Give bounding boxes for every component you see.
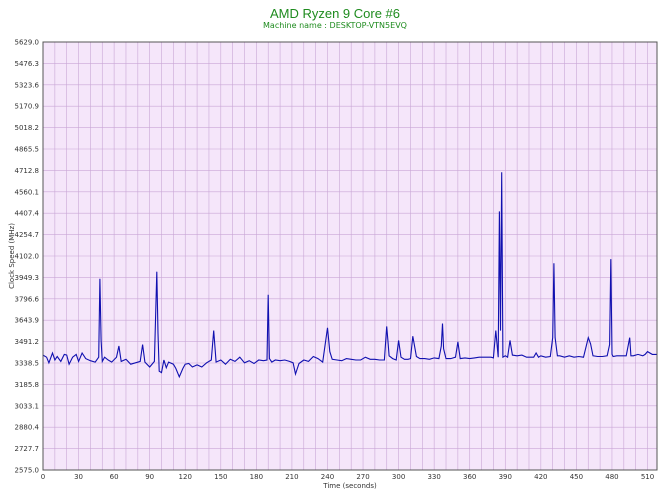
x-tick-label: 360 (463, 473, 476, 481)
y-tick-label: 5018.2 (15, 124, 40, 132)
clock-speed-line (42, 172, 657, 379)
y-axis-label: Clock Speed (MHz) (8, 223, 16, 289)
y-tick-label: 5629.0 (15, 39, 40, 47)
y-tick-label: 5476.3 (15, 60, 40, 68)
x-tick-label: 60 (110, 473, 119, 481)
y-tick-label: 4102.0 (15, 253, 40, 261)
x-tick-label: 90 (145, 473, 154, 481)
x-tick-label: 330 (427, 473, 440, 481)
x-tick-label: 420 (534, 473, 547, 481)
y-tick-label: 4254.7 (15, 231, 40, 239)
y-tick-label: 3185.8 (15, 381, 40, 389)
plot-border (42, 41, 658, 471)
tick-labels: 2575.0 2727.7 2880.4 3033.1 3185.8 3338.5 3491… (15, 39, 655, 482)
x-tick-label: 480 (605, 473, 618, 481)
y-tick-label: 3949.3 (15, 274, 40, 282)
y-tick-label: 3338.5 (15, 360, 40, 368)
y-tick-label: 4865.5 (15, 146, 40, 154)
x-tick-label: 30 (74, 473, 83, 481)
y-tick-label: 3643.9 (15, 317, 40, 325)
x-tick-label: 510 (641, 473, 654, 481)
y-tick-label: 2575.0 (15, 467, 40, 475)
y-tick-label: 4560.1 (15, 188, 40, 196)
x-tick-label: 450 (570, 473, 583, 481)
y-tick-label: 3033.1 (15, 402, 40, 410)
x-axis-label: Time (seconds) (322, 482, 377, 490)
grid-lines (42, 41, 657, 471)
x-tick-label: 0 (41, 473, 45, 481)
y-tick-label: 2727.7 (15, 445, 40, 453)
y-tick-label: 3796.6 (15, 295, 40, 303)
y-tick-label: 3491.2 (15, 338, 40, 346)
x-tick-label: 180 (250, 473, 263, 481)
x-tick-label: 240 (321, 473, 334, 481)
y-tick-label: 4407.4 (15, 210, 40, 218)
x-tick-label: 270 (356, 473, 369, 481)
x-tick-label: 300 (392, 473, 405, 481)
y-tick-label: 5323.6 (15, 81, 40, 89)
chart-title: AMD Ryzen 9 Core #6 (269, 6, 401, 21)
y-tick-label: 2880.4 (15, 424, 40, 432)
x-tick-label: 390 (499, 473, 512, 481)
x-tick-label: 210 (285, 473, 298, 481)
chart-subtitle: Machine name : DESKTOP-VTN5EVQ (263, 21, 407, 30)
x-tick-label: 120 (179, 473, 192, 481)
y-tick-label: 5170.9 (15, 103, 40, 111)
x-tick-label: 150 (214, 473, 227, 481)
y-tick-label: 4712.8 (15, 167, 40, 175)
